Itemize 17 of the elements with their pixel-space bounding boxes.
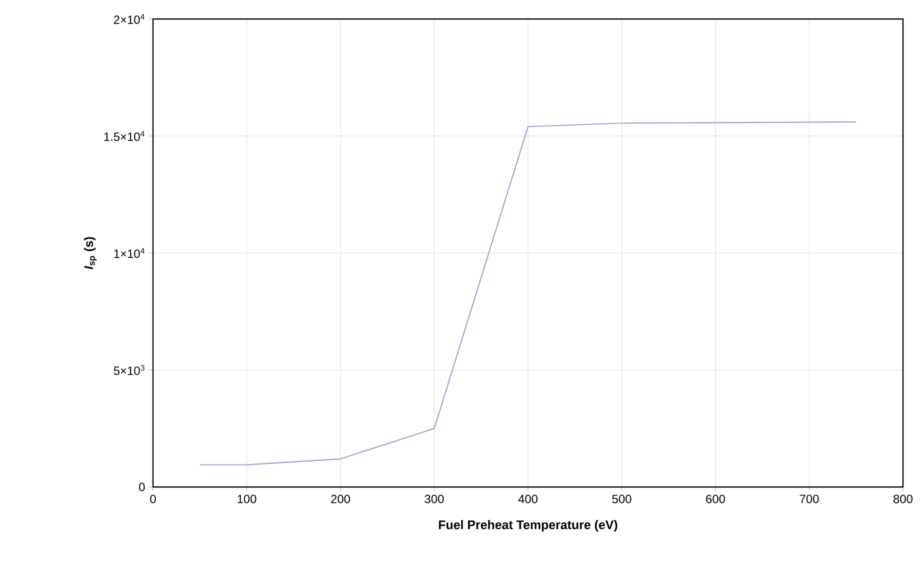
x-tick-label: 800 [894, 494, 913, 504]
x-tick-label: 100 [238, 494, 256, 504]
y-tick-label: 0 [139, 482, 145, 492]
y-tick-label: 1×10$^{4}$ [114, 248, 145, 258]
x-tick-label: 200 [331, 494, 350, 504]
x-tick-label: 0 [150, 494, 156, 504]
y-tick-label: 5×10$^{3}$ [114, 364, 144, 375]
x-tick-label: 700 [800, 494, 819, 504]
line-series [199, 121, 857, 466]
y-axis-title: I$_{sp}$ (s) [84, 237, 97, 270]
x-tick-label: 300 [424, 494, 444, 504]
x-tick-label: 400 [518, 494, 538, 504]
x-axis-title: Fuel Preheat Temperature (eV) [438, 520, 618, 532]
x-tick-label: 600 [706, 494, 726, 504]
x-tick-label: 500 [612, 494, 632, 504]
y-tick-label: 2×10$^{4}$ [114, 14, 145, 24]
y-tick-label: 1.5×10$^{4}$ [104, 131, 145, 141]
